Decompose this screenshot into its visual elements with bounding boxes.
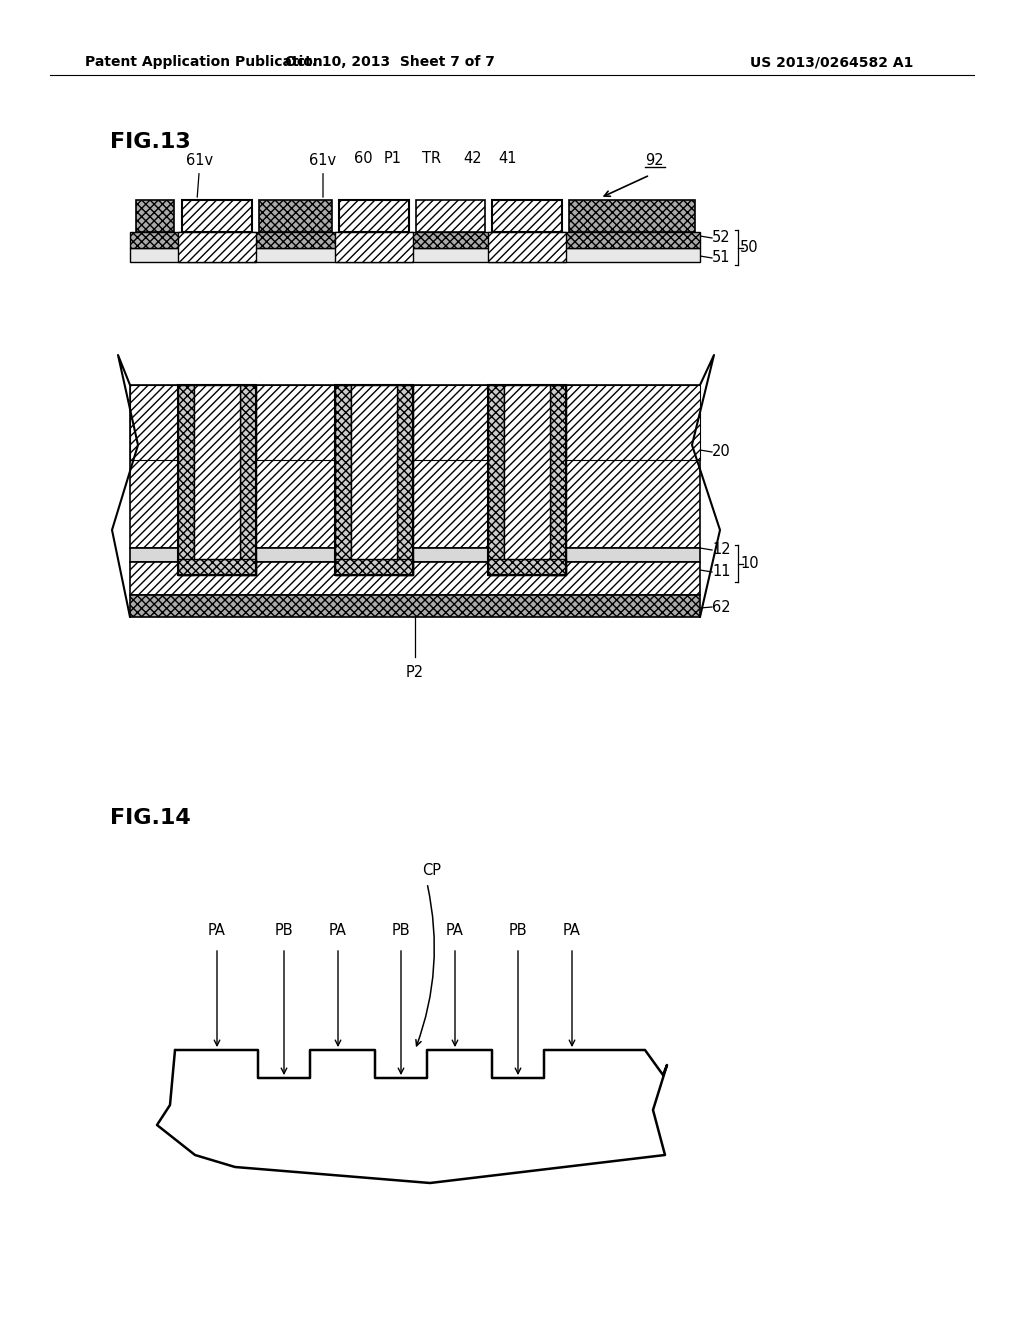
Text: 12: 12 <box>712 543 731 557</box>
Bar <box>256 385 335 459</box>
Bar <box>178 232 256 261</box>
Bar <box>339 201 409 232</box>
Bar <box>550 385 566 576</box>
Text: 20: 20 <box>712 445 731 459</box>
Bar <box>130 548 700 562</box>
Bar <box>182 201 252 232</box>
Text: P1: P1 <box>384 150 402 166</box>
Text: PB: PB <box>274 923 293 939</box>
Text: 50: 50 <box>740 240 759 255</box>
Bar <box>566 385 700 459</box>
Bar <box>136 201 174 232</box>
Text: FIG.13: FIG.13 <box>110 132 190 152</box>
Bar <box>335 385 351 576</box>
Bar <box>488 385 504 576</box>
Bar <box>488 385 566 576</box>
Bar <box>240 385 256 576</box>
Bar <box>492 201 562 232</box>
Bar <box>335 232 413 261</box>
Text: Patent Application Publication: Patent Application Publication <box>85 55 323 69</box>
Bar <box>339 201 409 232</box>
Bar <box>259 201 332 232</box>
Text: FIG.14: FIG.14 <box>110 808 190 828</box>
Text: 61v: 61v <box>186 153 214 197</box>
Bar <box>130 385 700 548</box>
Bar <box>504 385 550 558</box>
Text: 42: 42 <box>464 150 482 166</box>
Bar <box>351 385 397 558</box>
Text: PA: PA <box>446 923 464 939</box>
Text: 62: 62 <box>712 599 731 615</box>
Bar <box>130 232 700 248</box>
Bar <box>488 558 566 576</box>
Text: 51: 51 <box>712 251 730 265</box>
Text: TR: TR <box>423 150 441 166</box>
Text: PA: PA <box>563 923 581 939</box>
Text: 61v: 61v <box>309 153 337 197</box>
Polygon shape <box>157 1049 667 1183</box>
Text: CP: CP <box>423 863 441 878</box>
Text: 92: 92 <box>645 153 664 168</box>
Text: 11: 11 <box>712 565 730 579</box>
Bar <box>413 385 488 459</box>
Bar <box>492 201 562 232</box>
Text: US 2013/0264582 A1: US 2013/0264582 A1 <box>750 55 913 69</box>
Text: 52: 52 <box>712 231 731 246</box>
Bar <box>178 385 256 576</box>
Bar <box>130 248 700 261</box>
Text: PA: PA <box>329 923 347 939</box>
Bar <box>178 385 194 576</box>
Text: PB: PB <box>509 923 527 939</box>
Bar <box>335 385 413 576</box>
Bar <box>488 232 566 261</box>
Bar <box>569 201 695 232</box>
Bar <box>182 201 252 232</box>
Bar <box>130 595 700 616</box>
Text: 41: 41 <box>499 150 517 166</box>
Bar <box>397 385 413 576</box>
Bar <box>130 385 178 459</box>
Bar <box>130 562 700 595</box>
Text: PA: PA <box>208 923 226 939</box>
Text: 10: 10 <box>740 556 759 572</box>
Text: 60: 60 <box>353 150 373 166</box>
Text: P2: P2 <box>406 665 424 680</box>
Bar <box>178 558 256 576</box>
Bar <box>335 558 413 576</box>
Text: Oct. 10, 2013  Sheet 7 of 7: Oct. 10, 2013 Sheet 7 of 7 <box>285 55 495 69</box>
Bar <box>416 201 485 232</box>
Bar <box>194 385 240 558</box>
Text: PB: PB <box>392 923 411 939</box>
